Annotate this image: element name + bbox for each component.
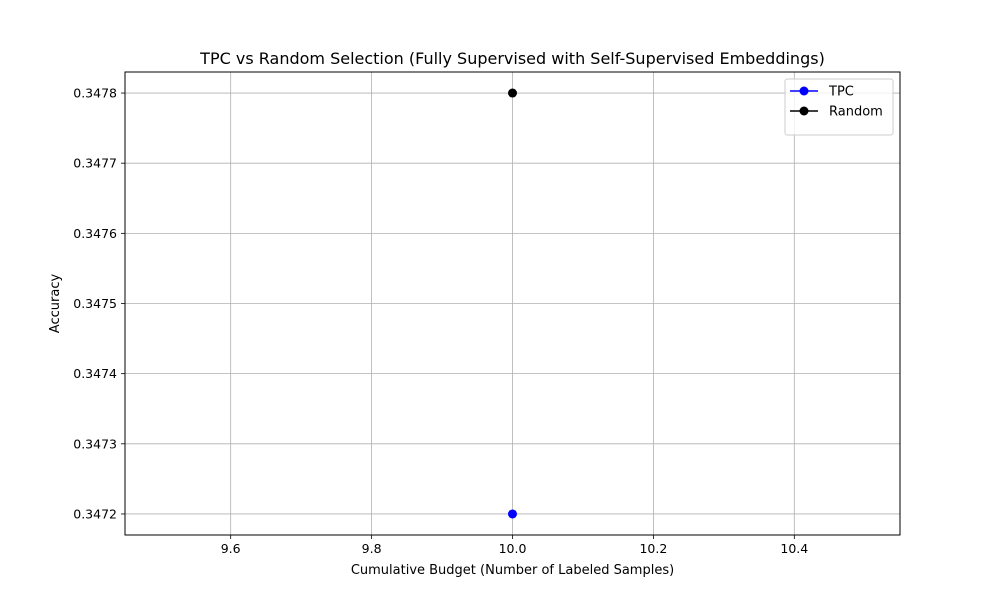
legend-marker [799,86,809,96]
x-axis-label: Cumulative Budget (Number of Labeled Sam… [351,563,674,578]
legend-box [784,78,894,136]
legend-item-random: Random [790,105,883,120]
ticks: 9.6 9.8 10.0 10.2 10.4 0.3472 0.3473 0.3474 0.34… [73,86,808,556]
y-tick-label: 0.3473 [73,436,117,451]
y-tick-label: 0.3476 [73,226,117,241]
legend-item-tpc: TPC [790,85,854,100]
grid [125,72,900,535]
x-tick-label: 9.6 [221,541,241,556]
y-axis-label: Accuracy [48,274,63,334]
x-tick-label: 10.4 [780,541,808,556]
x-tick-label: 10.0 [499,541,527,556]
legend-label: Random [829,105,883,120]
y-tick-label: 0.3472 [73,506,117,521]
legend-label: TPC [828,85,854,100]
legend: TPC Random [784,78,894,136]
y-tick-label: 0.3477 [73,156,117,171]
y-tick-label: 0.3475 [73,296,117,311]
x-tick-label: 10.2 [639,541,667,556]
x-tick-label: 9.8 [362,541,382,556]
legend-marker [799,106,809,116]
series-random [508,88,517,98]
series-layer [508,88,517,519]
chart-title: TPC vs Random Selection (Fully Supervise… [199,49,825,68]
y-tick-label: 0.3474 [73,366,117,381]
data-point [508,88,517,98]
data-point [508,509,517,519]
y-tick-label: 0.3478 [73,86,117,101]
series-tpc [508,509,517,519]
